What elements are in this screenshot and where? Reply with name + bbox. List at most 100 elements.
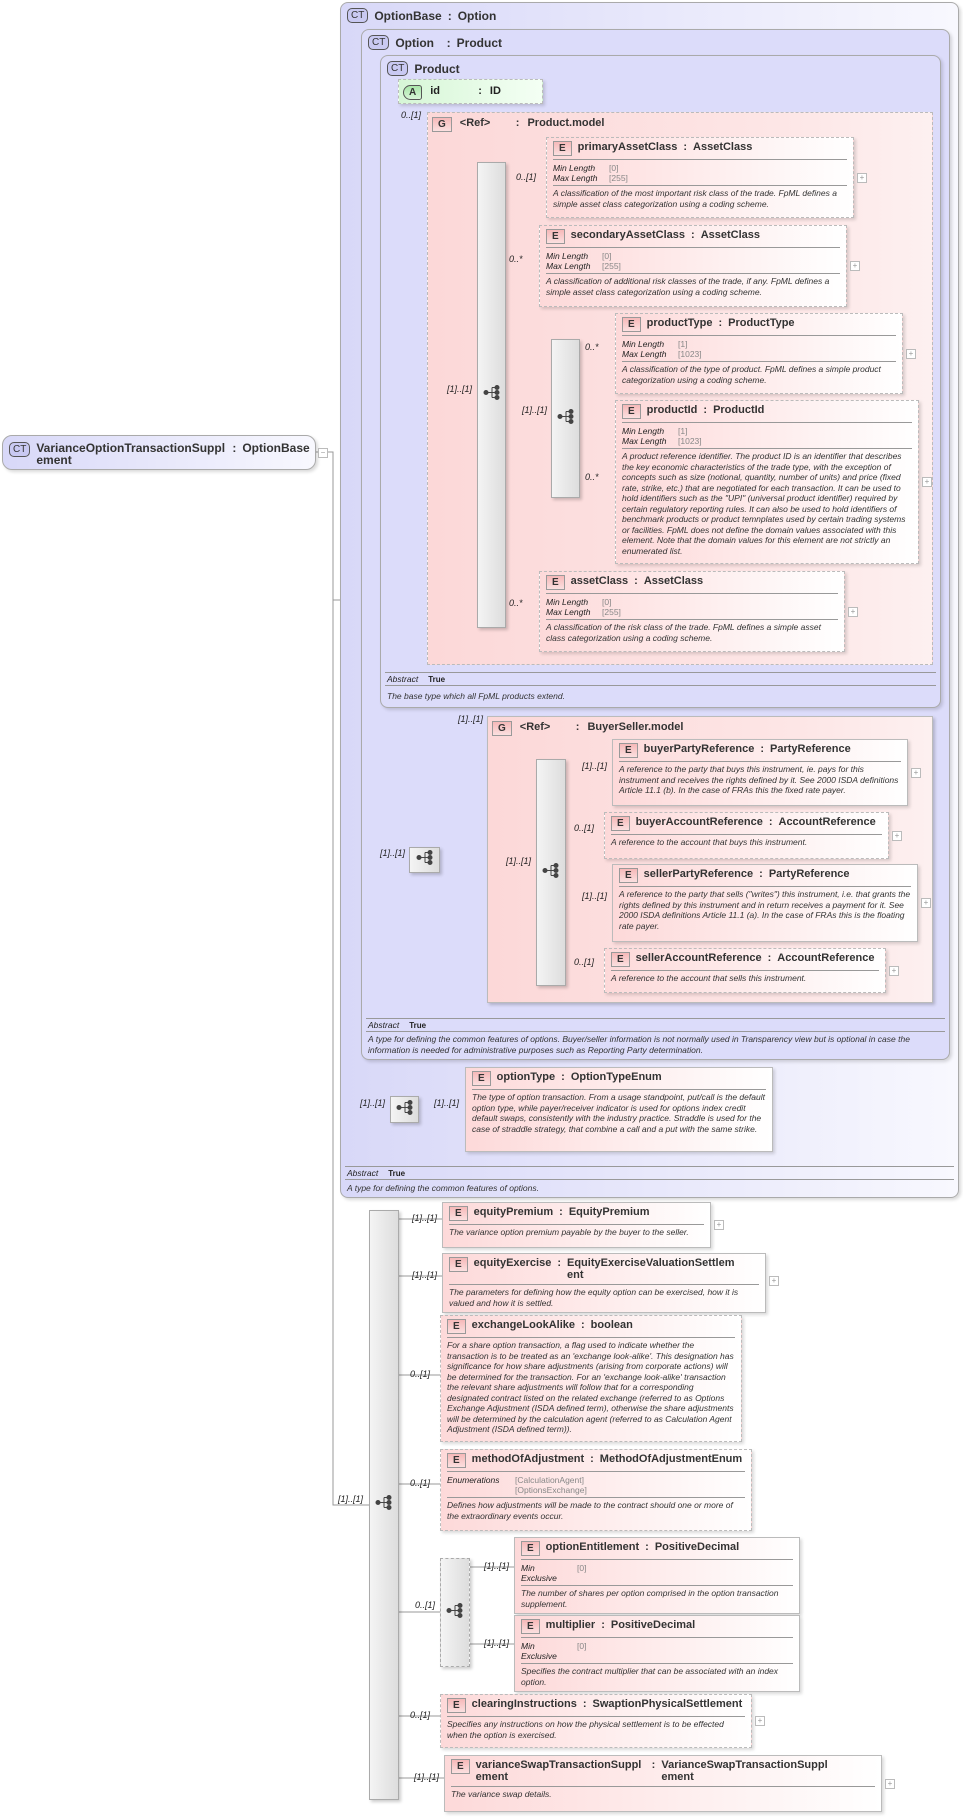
sequence-compositor[interactable] — [477, 162, 506, 628]
group-icon: G — [492, 721, 512, 736]
sequence-compositor[interactable] — [369, 1210, 399, 1800]
sequence-icon — [557, 408, 575, 429]
facet-value: [255] — [609, 173, 628, 183]
cardinality-label: 0..* — [585, 472, 599, 482]
expand-icon[interactable]: + — [769, 1276, 779, 1286]
element-type: AccountReference — [777, 952, 875, 964]
ct-extension-icon: CT — [9, 442, 31, 457]
element-description: Defines how adjustments will be made to … — [447, 1500, 733, 1521]
expand-icon[interactable]: + — [714, 1220, 724, 1230]
element-type: SwaptionPhysicalSettlement — [592, 1698, 743, 1710]
element-description: The number of shares per option comprise… — [521, 1588, 779, 1609]
sequence-icon — [483, 385, 501, 406]
element-icon: E — [521, 1541, 540, 1556]
sequence-compositor[interactable] — [536, 759, 566, 986]
expand-icon[interactable]: + — [921, 898, 931, 908]
facet-value: [0] — [577, 1563, 587, 1573]
expand-icon[interactable]: + — [848, 606, 858, 617]
type-separator: : — [634, 575, 638, 587]
element-name: multiplier — [545, 1619, 596, 1631]
element-name: sellerPartyReference — [643, 868, 754, 880]
expand-icon[interactable]: + — [922, 477, 932, 487]
cardinality-label: [1]..[1] — [414, 1772, 440, 1782]
choice-compositor[interactable] — [440, 1558, 470, 1667]
cardinality-label: [1]..[1] — [484, 1638, 510, 1648]
expand-icon[interactable]: + — [906, 348, 916, 359]
element-name: clearingInstructions — [471, 1698, 577, 1710]
cardinality-label: 0..[1] — [410, 1710, 431, 1720]
cardinality-label: [1]..[1] — [338, 1494, 364, 1504]
expand-icon[interactable]: + — [892, 830, 902, 841]
element-type: AssetClass — [693, 141, 753, 153]
element-facets: Enumerations [CalculationAgent] [OptionsEx… — [447, 1474, 745, 1498]
sequence-compositor[interactable] — [409, 847, 440, 873]
element-icon: E — [447, 1319, 466, 1334]
sequence-icon — [542, 862, 560, 883]
id-attribute[interactable]: A id: ID — [398, 79, 543, 104]
element-description: A reference to the account that sells th… — [611, 973, 807, 983]
expand-icon[interactable]: + — [911, 767, 921, 778]
product-name: Product — [414, 61, 460, 76]
element-icon: E — [447, 1453, 466, 1468]
cardinality-label: 0..* — [509, 598, 523, 608]
element-description: The parameters for defining how the equi… — [449, 1287, 739, 1308]
collapse-icon[interactable]: − — [318, 448, 328, 458]
expand-icon[interactable]: + — [850, 261, 860, 271]
expand-icon[interactable]: + — [889, 965, 899, 976]
option-abstract-row: Abstract True — [366, 1018, 945, 1032]
expand-icon[interactable]: + — [857, 172, 867, 183]
facet-value: [OptionsExchange] — [515, 1485, 587, 1495]
element-name: methodOfAdjustment — [471, 1453, 585, 1465]
facet-value: [CalculationAgent] — [515, 1475, 584, 1485]
facet-label — [447, 1485, 495, 1495]
element-description: Specifies the contract multiplier that c… — [521, 1666, 779, 1687]
option-name: Option — [395, 35, 434, 50]
element-name: varianceSwapTransactionSupplement — [475, 1759, 642, 1783]
cardinality-label: [1]..[1] — [412, 1213, 438, 1223]
sequence-compositor[interactable] — [390, 1096, 419, 1123]
cardinality-label: [1]..[1] — [412, 1270, 438, 1280]
expand-icon[interactable]: + — [755, 1716, 765, 1726]
cardinality-label: 0..[1] — [574, 957, 595, 967]
expand-icon[interactable]: + — [885, 1778, 895, 1789]
element-description: Specifies any instructions on how the ph… — [447, 1719, 724, 1740]
type-separator: : — [645, 1541, 649, 1553]
element-description: For a share option transaction, a flag u… — [447, 1340, 734, 1434]
facet-row: Min Length [0] — [553, 163, 847, 173]
element-description: A classification of additional risk clas… — [546, 276, 830, 297]
facet-value: [1] — [678, 426, 688, 436]
cardinality-label: 0..* — [585, 342, 599, 352]
root-complex-type[interactable]: CT VarianceOptionTransactionSupplement :… — [2, 435, 316, 470]
element-type: AssetClass — [700, 229, 761, 241]
cardinality-label: 0..[1] — [410, 1369, 431, 1379]
element-facets: Min Length [0] Max Length [255] — [546, 250, 840, 274]
type-separator: : — [559, 1206, 563, 1218]
type-separator: : — [651, 1759, 656, 1771]
element-name: optionEntitlement — [545, 1541, 640, 1553]
sequence-compositor[interactable] — [551, 339, 580, 498]
